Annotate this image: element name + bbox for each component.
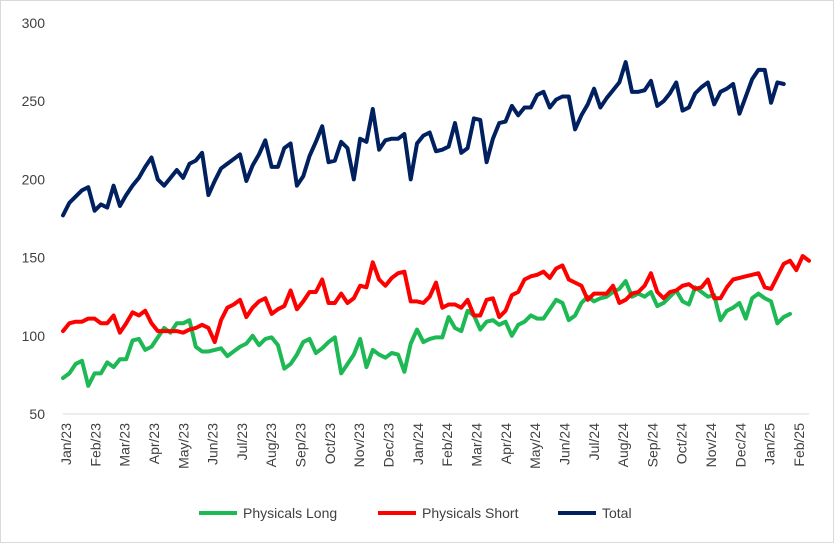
x-tick-label: Jan/23 bbox=[58, 423, 74, 465]
x-tick-label: May/24 bbox=[527, 423, 543, 469]
legend-label-total: Total bbox=[602, 505, 632, 521]
x-tick-label: Nov/23 bbox=[351, 423, 367, 468]
x-tick-label: Oct/23 bbox=[322, 423, 338, 464]
x-tick-label: May/23 bbox=[175, 423, 191, 469]
x-tick-label: Apr/23 bbox=[146, 423, 162, 464]
x-tick-label: Nov/24 bbox=[703, 423, 719, 468]
x-axis-ticks: Jan/23 Feb/23 Mar/23 Apr/23 May/23 Jun/23 Jul/… bbox=[58, 423, 807, 469]
x-tick-label: Jun/23 bbox=[205, 423, 221, 465]
x-tick-label: Feb/23 bbox=[87, 423, 103, 467]
y-tick-label: 300 bbox=[22, 15, 46, 31]
x-tick-label: Feb/24 bbox=[439, 423, 455, 467]
y-tick-label: 250 bbox=[22, 93, 46, 109]
x-tick-label: Sep/23 bbox=[293, 423, 309, 468]
x-tick-label: Apr/24 bbox=[498, 423, 514, 464]
legend-label-physicals-long: Physicals Long bbox=[243, 505, 337, 521]
series-line-total bbox=[61, 60, 786, 218]
x-tick-label: Jan/24 bbox=[410, 423, 426, 465]
y-tick-label: 50 bbox=[29, 406, 45, 422]
x-tick-label: Jan/25 bbox=[762, 423, 778, 465]
series-lines bbox=[61, 60, 811, 388]
y-axis-ticks: 50 100 150 200 250 300 bbox=[22, 15, 46, 422]
series-line-physicals-short bbox=[61, 254, 811, 345]
x-tick-label: Jun/24 bbox=[556, 423, 572, 465]
x-tick-label: Jul/23 bbox=[234, 423, 250, 461]
x-tick-label: Mar/23 bbox=[117, 423, 133, 467]
x-tick-label: Jul/24 bbox=[586, 423, 602, 461]
series-line-physicals-long bbox=[61, 279, 793, 388]
y-tick-label: 200 bbox=[22, 171, 46, 187]
x-tick-label: Oct/24 bbox=[674, 423, 690, 464]
x-tick-label: Sep/24 bbox=[644, 423, 660, 468]
x-tick-label: Mar/24 bbox=[468, 423, 484, 467]
legend: Physicals Long Physicals Short Total bbox=[199, 505, 632, 521]
x-tick-label: Dec/23 bbox=[381, 423, 397, 468]
y-tick-label: 150 bbox=[22, 250, 46, 266]
x-tick-label: Dec/24 bbox=[732, 423, 748, 468]
x-tick-label: Aug/23 bbox=[263, 423, 279, 468]
legend-label-physicals-short: Physicals Short bbox=[422, 505, 519, 521]
y-tick-label: 100 bbox=[22, 328, 46, 344]
x-tick-label: Feb/25 bbox=[791, 423, 807, 467]
x-tick-label: Aug/24 bbox=[615, 423, 631, 468]
